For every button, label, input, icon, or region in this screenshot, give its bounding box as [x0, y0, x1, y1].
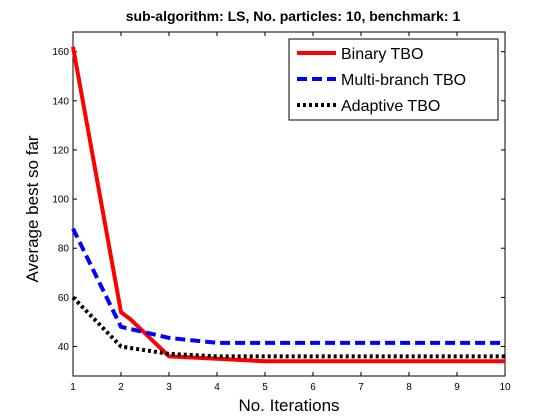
x-tick-label: 2 [118, 382, 124, 393]
chart-title: sub-algorithm: LS, No. particles: 10, be… [126, 8, 461, 24]
y-tick-label: 140 [52, 96, 69, 107]
y-tick-label: 100 [52, 195, 69, 206]
x-tick-label: 9 [454, 382, 460, 393]
legend-label: Adaptive TBO [341, 98, 440, 115]
series-line-binary-tbo [71, 46, 505, 364]
y-tick-label: 60 [58, 293, 70, 304]
series-line-adaptive-tbo [71, 295, 505, 359]
y-tick-label: 120 [52, 145, 69, 156]
y-tick-label: 80 [58, 244, 70, 255]
y-tick-label: 160 [52, 47, 69, 58]
x-tick-label: 4 [214, 382, 220, 393]
x-tick-label: 6 [310, 382, 316, 393]
legend: Binary TBO Multi-branch TBO Adaptive TBO [288, 38, 499, 121]
series-lines [71, 46, 505, 364]
x-tick-label: 3 [166, 382, 172, 393]
legend-label: Multi-branch TBO [341, 72, 466, 89]
x-axis-title: No. Iterations [238, 396, 339, 415]
series-line-multi-branch-tbo [71, 227, 505, 345]
x-tick-label: 7 [358, 382, 364, 393]
x-tick-label: 5 [262, 382, 268, 393]
y-axis-title: Average best so far [23, 135, 42, 282]
x-tick-label: 1 [70, 382, 76, 393]
y-tick-label: 40 [58, 342, 70, 353]
legend-label: Binary TBO [341, 46, 423, 63]
x-tick-label: 8 [406, 382, 412, 393]
x-tick-label: 10 [499, 382, 511, 393]
